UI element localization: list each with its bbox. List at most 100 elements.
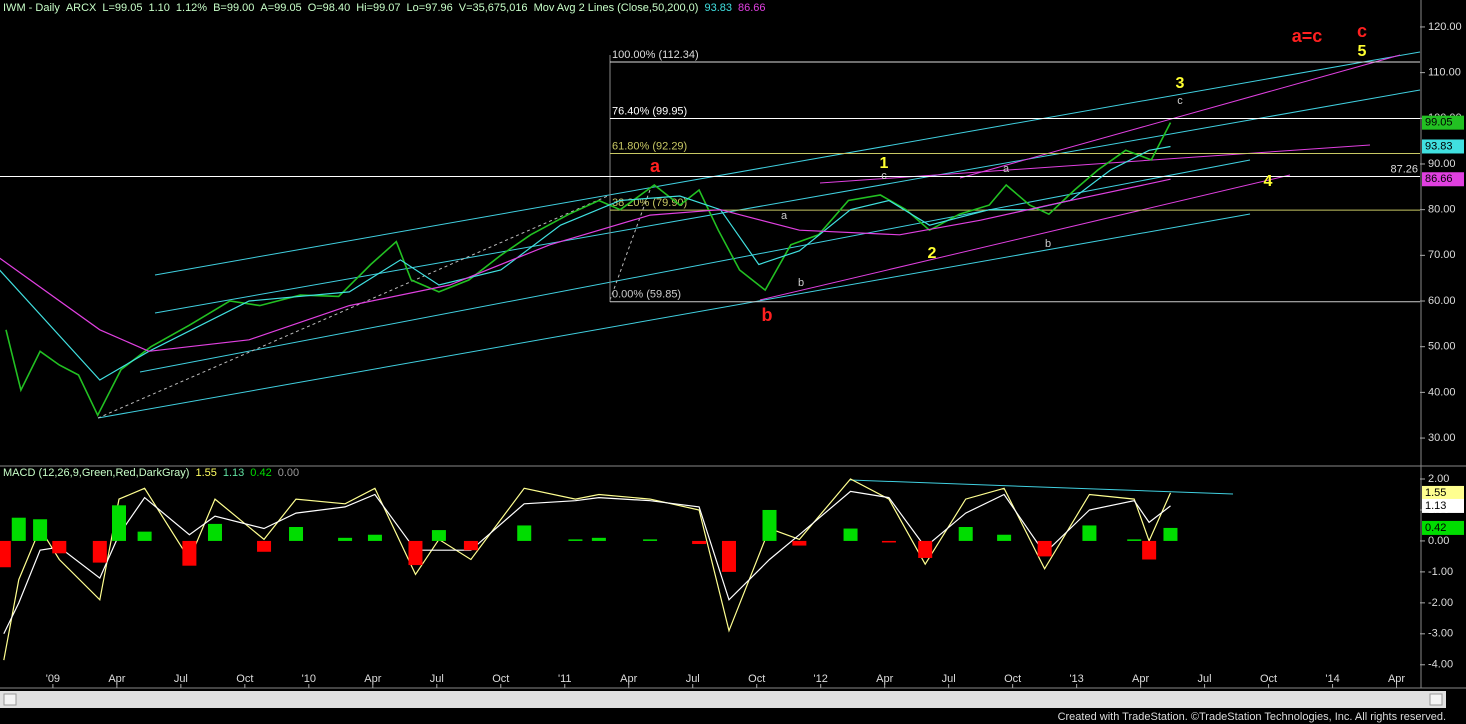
x-tick-label: '12 bbox=[814, 673, 828, 685]
marker-value: 1.55 bbox=[1425, 487, 1446, 499]
reference-label: 87.26 bbox=[1390, 163, 1418, 175]
marker-box bbox=[1422, 115, 1464, 130]
fib-label: 76.40% (99.95) bbox=[612, 105, 687, 117]
histogram-bar bbox=[257, 540, 272, 552]
x-tick-label: Oct bbox=[748, 673, 765, 685]
series-line bbox=[3, 478, 1172, 661]
histogram-bar bbox=[1127, 539, 1142, 541]
y-tick-label: 120.00 bbox=[1428, 21, 1462, 33]
y-tick-label: 70.00 bbox=[1428, 249, 1456, 261]
histogram-bar bbox=[33, 519, 48, 541]
study: Mov Avg 2 Lines (Close,50,200,0) bbox=[533, 2, 699, 14]
scroll-right[interactable] bbox=[1429, 693, 1443, 706]
histogram-bar bbox=[517, 525, 532, 541]
y-tick-label: 110.00 bbox=[1428, 67, 1461, 79]
histogram-bar bbox=[762, 509, 777, 541]
trend-line bbox=[139, 159, 1251, 373]
y-tick-label: 90.00 bbox=[1428, 158, 1456, 170]
wave-label: a bbox=[650, 156, 661, 176]
trend-line bbox=[154, 89, 1421, 314]
y-tick-label: -1.00 bbox=[1428, 566, 1453, 578]
histogram-bar bbox=[1082, 525, 1097, 541]
scroll-left[interactable] bbox=[3, 693, 17, 706]
histogram-bar bbox=[918, 540, 933, 558]
wave-label: 3 bbox=[1176, 75, 1185, 92]
wave-label: a bbox=[1003, 163, 1010, 175]
scrollbar[interactable] bbox=[0, 691, 1446, 708]
x-tick-label: '09 bbox=[46, 673, 60, 685]
marker-value: 86.66 bbox=[1425, 173, 1453, 185]
histogram-bar bbox=[182, 540, 197, 566]
series-line bbox=[3, 490, 1171, 635]
marker-box bbox=[1422, 498, 1464, 513]
footer-bar bbox=[0, 709, 1466, 724]
x-tick-label: Oct bbox=[1004, 673, 1021, 685]
histogram-bar bbox=[408, 540, 423, 566]
histogram-bar bbox=[591, 537, 606, 541]
histogram-bar bbox=[207, 523, 222, 541]
ask: A=99.05 bbox=[260, 2, 302, 14]
last: L=99.05 bbox=[102, 2, 143, 14]
histogram-bar bbox=[958, 526, 973, 541]
wave-label: a=c bbox=[1292, 26, 1323, 46]
y-tick-label: 40.00 bbox=[1428, 386, 1456, 398]
histogram-bar bbox=[338, 537, 353, 541]
bid: B=99.00 bbox=[213, 2, 255, 14]
y-tick-label: 30.00 bbox=[1428, 432, 1456, 444]
symbol: IWM - Daily bbox=[3, 2, 60, 14]
histogram-bar bbox=[112, 505, 127, 541]
wave-label: b bbox=[762, 305, 773, 325]
fib-label: 61.80% (92.29) bbox=[612, 140, 687, 152]
wave-label: c bbox=[1177, 95, 1183, 107]
histogram-bar bbox=[0, 540, 11, 568]
high: Hi=99.07 bbox=[356, 2, 401, 14]
macd-header: MACD (12,26,9,Green,Red,DarkGray) 1.55 1.1… bbox=[3, 467, 305, 479]
marker-box bbox=[1422, 485, 1464, 500]
histogram-bar bbox=[11, 517, 26, 541]
y-tick-label: -4.00 bbox=[1428, 659, 1453, 671]
fib-label: 100.00% (112.34) bbox=[612, 49, 699, 61]
marker-value: 1.13 bbox=[1425, 500, 1446, 512]
wave-label: a bbox=[781, 210, 788, 222]
change-pct: 1.12% bbox=[175, 2, 208, 14]
x-tick-label: Apr bbox=[1388, 673, 1405, 685]
histogram-bar bbox=[881, 540, 896, 543]
y-tick-label: -2.00 bbox=[1428, 597, 1453, 609]
wave-label: c bbox=[881, 170, 887, 182]
price-header: IWM - Daily ARCX L=99.05 1.10 1.12% B=99.00 A=… bbox=[3, 2, 772, 14]
marker-box bbox=[1422, 139, 1464, 154]
x-tick-label: Apr bbox=[876, 673, 893, 685]
x-tick-label: Jul bbox=[430, 673, 444, 685]
histogram-bar bbox=[721, 540, 736, 572]
wave-label: 2 bbox=[928, 245, 937, 262]
marker-box bbox=[1422, 172, 1464, 187]
histogram-bar bbox=[692, 540, 707, 545]
x-tick-label: '11 bbox=[558, 673, 572, 685]
signal-value: 1.13 bbox=[222, 467, 245, 479]
wave-label: b bbox=[798, 277, 804, 289]
x-tick-label: Jul bbox=[1198, 673, 1212, 685]
low: Lo=97.96 bbox=[406, 2, 453, 14]
zero-value: 0.00 bbox=[277, 467, 300, 479]
marker-value: 93.83 bbox=[1425, 140, 1453, 152]
macd-title: MACD (12,26,9,Green,Red,DarkGray) bbox=[3, 467, 190, 479]
y-tick-label: 0.00 bbox=[1428, 535, 1449, 547]
histogram-bar bbox=[643, 539, 658, 541]
volume: V=35,675,016 bbox=[458, 2, 528, 14]
macd-trend bbox=[849, 479, 1234, 495]
exchange: ARCX bbox=[65, 2, 97, 14]
fib-label: 0.00% (59.85) bbox=[612, 289, 681, 301]
wave-label: 5 bbox=[1358, 43, 1367, 60]
wave-label: 1 bbox=[880, 155, 889, 172]
dashed-line bbox=[609, 189, 651, 301]
histogram-bar bbox=[843, 528, 858, 541]
histogram-bar bbox=[568, 539, 583, 541]
histogram-bar bbox=[997, 534, 1012, 541]
histogram-bar bbox=[1142, 540, 1157, 560]
marker-value: 0.42 bbox=[1425, 522, 1446, 534]
trend-line bbox=[959, 54, 1401, 179]
marker-value: 99.05 bbox=[1425, 117, 1453, 129]
x-tick-label: '13 bbox=[1069, 673, 1083, 685]
